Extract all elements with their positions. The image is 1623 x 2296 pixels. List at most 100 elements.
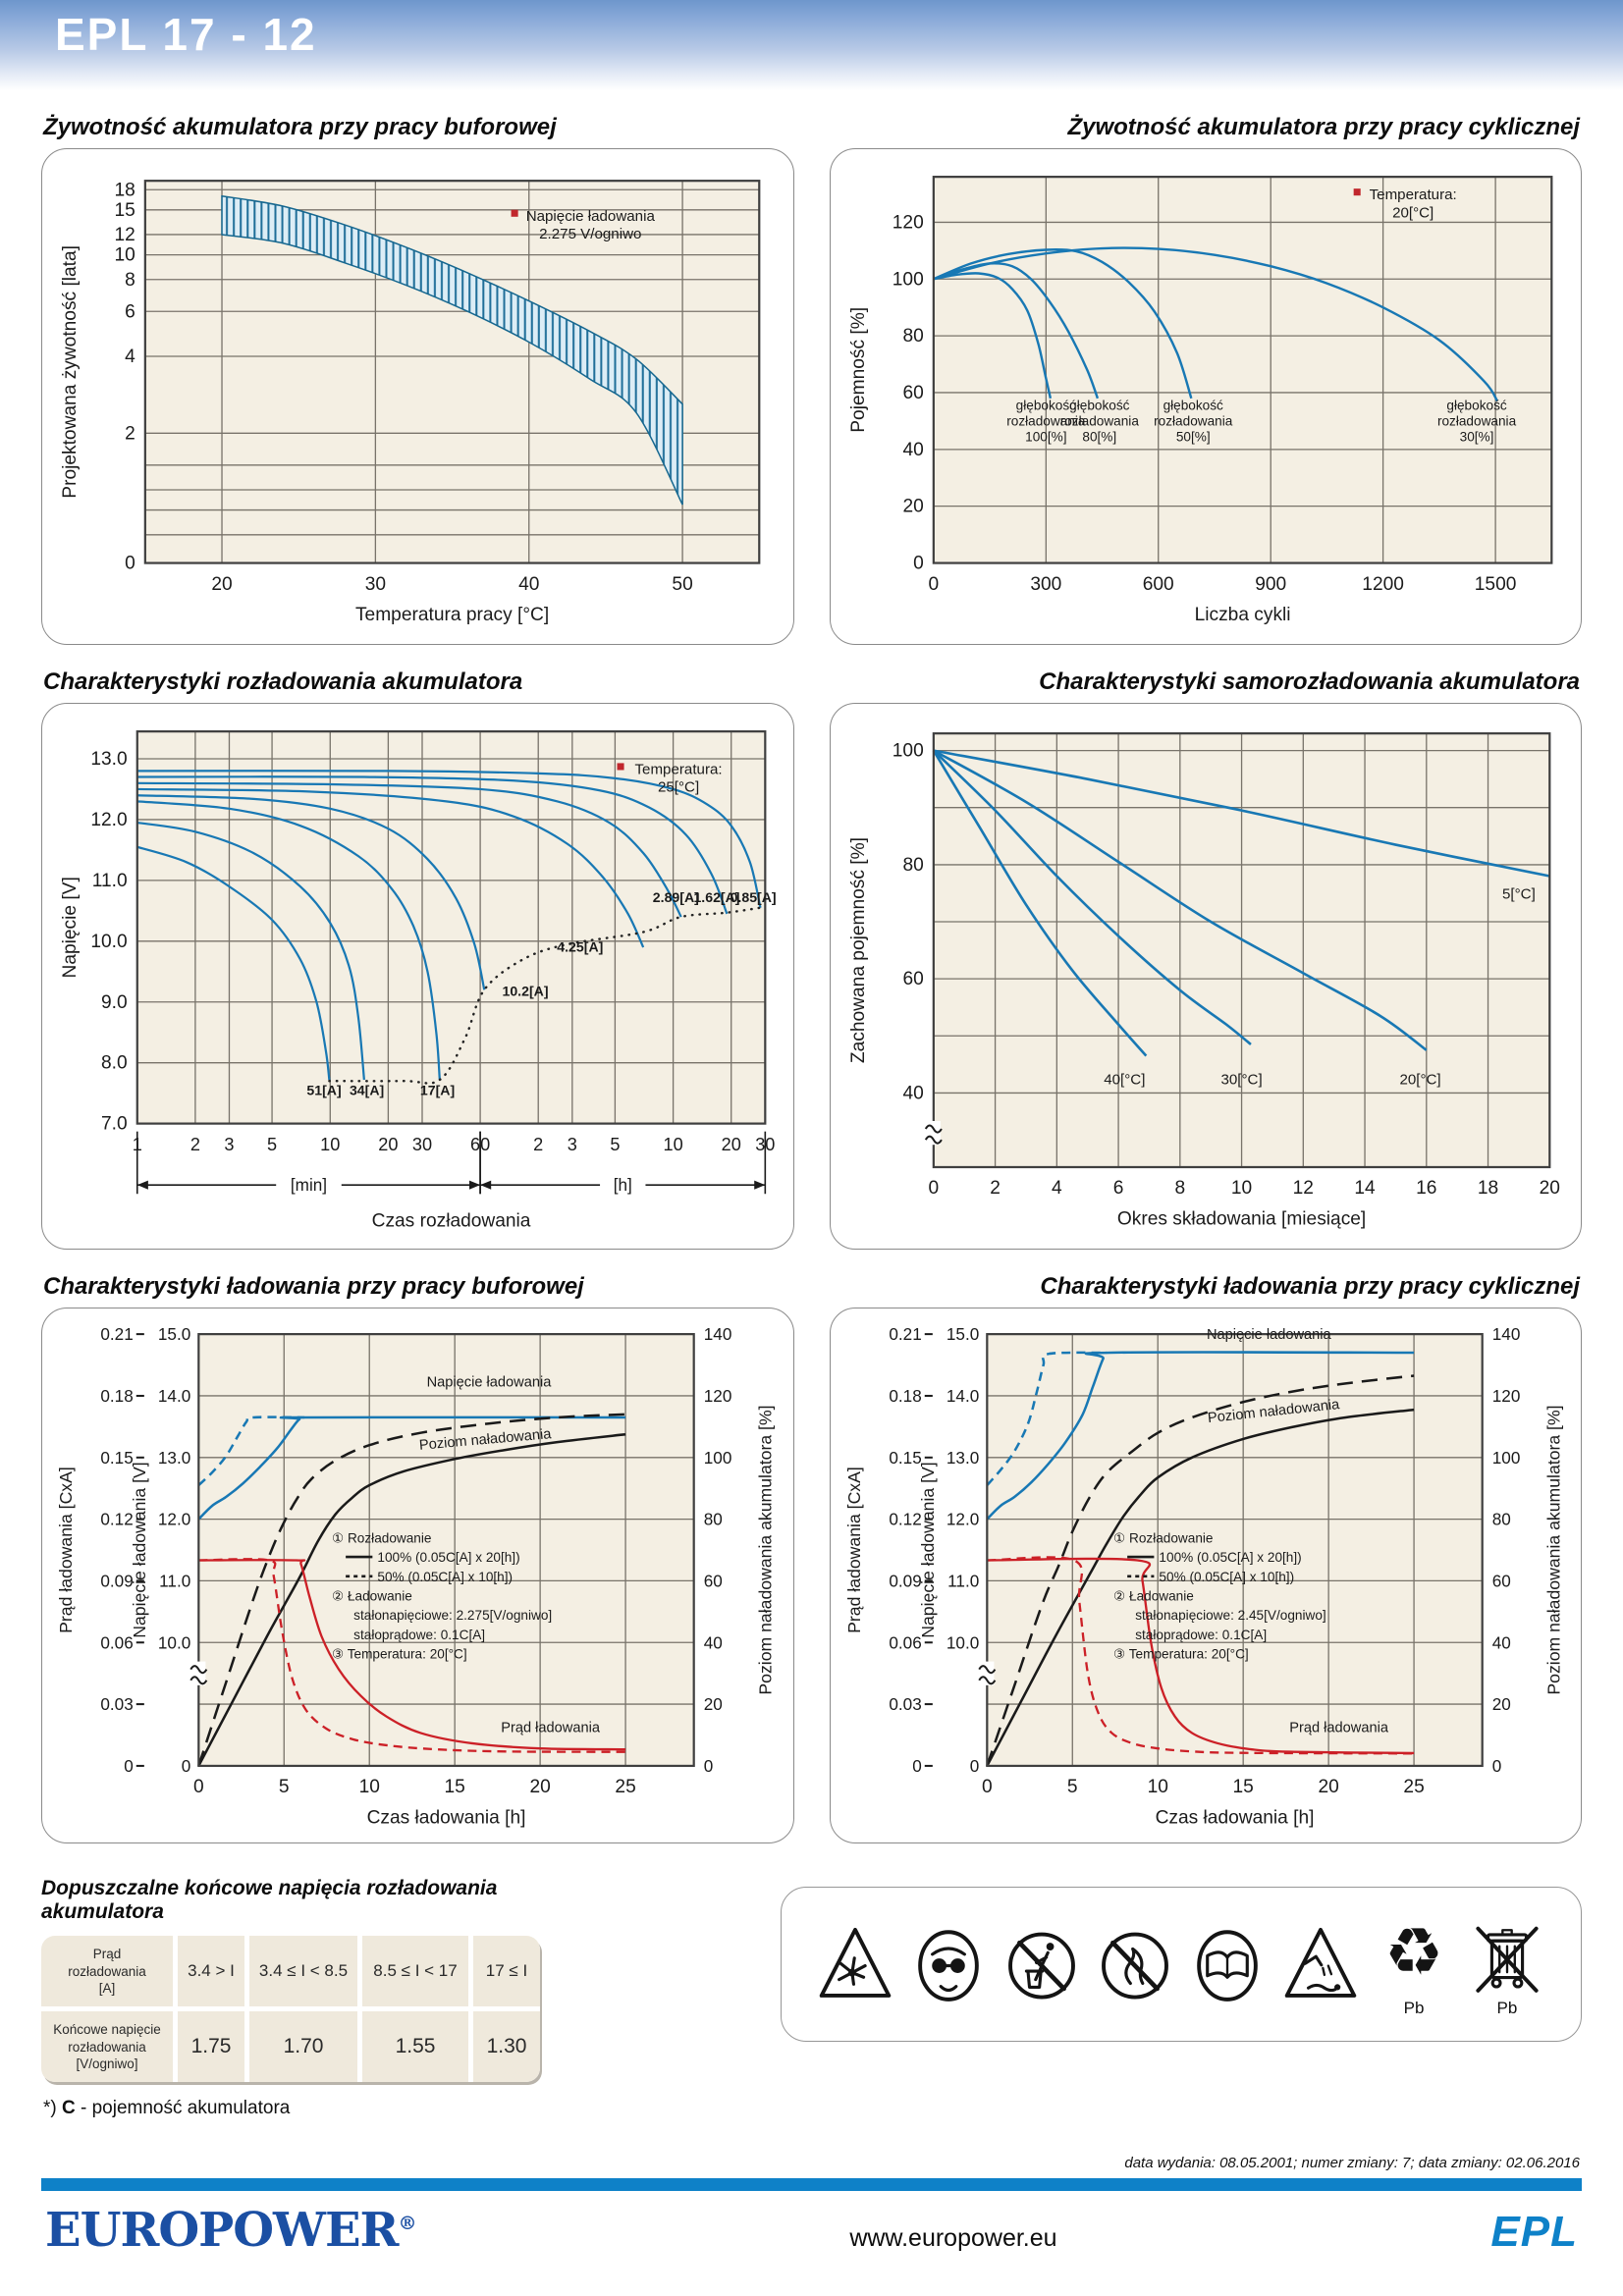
svg-text:15.0: 15.0 [158,1324,190,1344]
svg-text:80[%]: 80[%] [1082,430,1116,445]
chart-block-self-discharge: Charakterystyki samorozładowania akumula… [829,668,1582,1250]
limits-table: Prąd rozładowania [A] 3.4 > I 3.4 ≤ I < … [41,1936,540,2083]
svg-text:stałonapięciowe: 2.45[V/ogniwo: stałonapięciowe: 2.45[V/ogniwo] [1135,1608,1325,1623]
svg-text:60: 60 [902,969,923,989]
svg-text:głębokość: głębokość [1015,398,1075,412]
svg-text:0.21: 0.21 [889,1324,921,1344]
svg-text:Temperatura:: Temperatura: [634,762,722,778]
svg-text:10: 10 [359,1777,380,1797]
svg-text:14: 14 [1354,1178,1376,1199]
footer-row: EUROPOWER® www.europower.eu EPL [0,2191,1623,2258]
charts-row-life: Żywotność akumulatora przy pracy buforow… [0,114,1623,646]
chart-title-buffer-life: Żywotność akumulatora przy pracy buforow… [43,114,557,140]
svg-text:80: 80 [902,326,923,347]
svg-text:100: 100 [1491,1448,1520,1468]
svg-text:Zachowana pojemność [%]: Zachowana pojemność [%] [848,837,869,1063]
svg-text:10: 10 [1230,1178,1251,1199]
limits-current-range: 17 ≤ I [473,1936,540,2007]
svg-text:głębokość: głębokość [1446,398,1506,412]
svg-text:2: 2 [990,1178,1001,1199]
svg-text:60: 60 [1491,1571,1510,1590]
svg-text:0.21: 0.21 [100,1324,133,1344]
svg-text:0.18: 0.18 [100,1386,133,1406]
svg-text:30: 30 [412,1135,432,1154]
svg-text:30[%]: 30[%] [1459,430,1493,445]
svg-text:20: 20 [704,1694,723,1714]
svg-text:rozładowania: rozładowania [1006,413,1086,428]
svg-text:Napięcie ładowania [V]: Napięcie ładowania [V] [917,1462,937,1637]
svg-text:stałoprądowe: 0.1C[A]: stałoprądowe: 0.1C[A] [353,1628,485,1642]
svg-text:0: 0 [912,1756,922,1776]
svg-text:51[A]: 51[A] [306,1083,341,1098]
svg-text:0: 0 [124,1756,134,1776]
svg-text:50: 50 [672,574,692,595]
chart-title-charge-cyclic: Charakterystyki ładowania przy pracy cyk… [1040,1272,1580,1300]
svg-text:25: 25 [1403,1777,1424,1797]
svg-text:12: 12 [1292,1178,1313,1199]
svg-text:16: 16 [1416,1178,1436,1199]
svg-text:15.0: 15.0 [946,1324,978,1344]
svg-text:0.85[A]: 0.85[A] [730,889,777,905]
svg-text:① Rozładowanie: ① Rozładowanie [332,1530,431,1545]
svg-text:Napięcie [V]: Napięcie [V] [60,877,81,978]
limits-voltage-value: 1.75 [178,2011,244,2083]
svg-text:głębokość: głębokość [1069,398,1129,412]
svg-text:13.0: 13.0 [90,749,127,770]
chart-block-buffer-life: Żywotność akumulatora przy pracy buforow… [41,114,794,646]
svg-text:5: 5 [267,1135,277,1154]
svg-text:100% (0.05C[A] x 20[h]): 100% (0.05C[A] x 20[h]) [377,1550,519,1565]
svg-text:13.0: 13.0 [158,1448,190,1468]
svg-text:18: 18 [1477,1178,1497,1199]
svg-text:0: 0 [704,1756,714,1776]
limits-current-range: 8.5 ≤ I < 17 [362,1936,468,2007]
charge-cyclic-chart: 0 5 10 15 20 25 Czas ładowania [h] 0.21 0.18 0.15… [844,1324,1563,1828]
svg-text:11.0: 11.0 [159,1571,190,1590]
recycle-pb-label: Pb [1403,1999,1425,2018]
panel-self-discharge: 0 2 4 6 8 10 12 14 16 18 20 Okres składowania [mies… [829,703,1582,1250]
svg-text:14.0: 14.0 [946,1386,978,1406]
svg-text:80: 80 [902,855,923,876]
svg-text:③ Temperatura: 20[°C]: ③ Temperatura: 20[°C] [332,1646,467,1661]
svg-text:80: 80 [1491,1510,1510,1529]
product-title: EPL 17 - 12 [55,9,317,60]
svg-text:8.0: 8.0 [101,1053,128,1074]
no-disposal-icon [1003,1921,1080,2007]
read-manual-icon [1189,1921,1266,2007]
europower-logo: EUROPOWER® [45,2203,416,2259]
svg-text:Czas ładowania [h]: Czas ładowania [h] [367,1807,526,1828]
svg-text:Napięcie ładowania: Napięcie ładowania [1206,1327,1331,1343]
svg-text:60: 60 [902,383,923,403]
svg-text:2: 2 [125,423,135,444]
svg-text:Napięcie ładowania [V]: Napięcie ładowania [V] [130,1462,149,1637]
svg-text:20: 20 [902,497,923,517]
svg-text:Temperatura pracy [°C]: Temperatura pracy [°C] [355,605,549,625]
svg-text:0.18: 0.18 [889,1386,921,1406]
svg-text:600: 600 [1142,574,1173,595]
bin-pb-label: Pb [1496,1999,1518,2018]
bottom-section: Dopuszczalne końcowe napięcia rozładowan… [0,1877,1623,2119]
svg-text:Prąd ładowania [CxA]: Prąd ładowania [CxA] [56,1467,76,1633]
explosion-hazard-icon [817,1921,893,2007]
limits-current-range: 3.4 > I [178,1936,244,2007]
svg-text:20: 20 [1318,1777,1338,1797]
svg-text:Czas rozładowania: Czas rozładowania [372,1211,531,1232]
svg-text:12.0: 12.0 [90,810,127,830]
svg-text:Poziom naładowania akumulatora: Poziom naładowania akumulatora [%] [755,1405,775,1694]
svg-text:40: 40 [1491,1632,1510,1652]
svg-text:8: 8 [125,270,135,291]
charge-buffer-chart: 0 5 10 15 20 25 Czas ładowania [h] 0.21 0.18 0.15… [56,1324,775,1828]
svg-text:0: 0 [125,554,135,574]
svg-text:40: 40 [518,574,539,595]
svg-text:11.0: 11.0 [947,1571,979,1590]
svg-text:900: 900 [1255,574,1286,595]
svg-text:100[%]: 100[%] [1025,430,1066,445]
svg-text:80: 80 [704,1510,723,1529]
svg-text:300: 300 [1030,574,1061,595]
svg-text:Liczba cykli: Liczba cykli [1194,605,1290,625]
svg-text:0.03: 0.03 [889,1694,921,1714]
crossed-bin-pb-icon: Pb [1469,1912,1545,2016]
svg-text:10.2[A]: 10.2[A] [502,984,548,999]
svg-text:10: 10 [664,1135,683,1154]
